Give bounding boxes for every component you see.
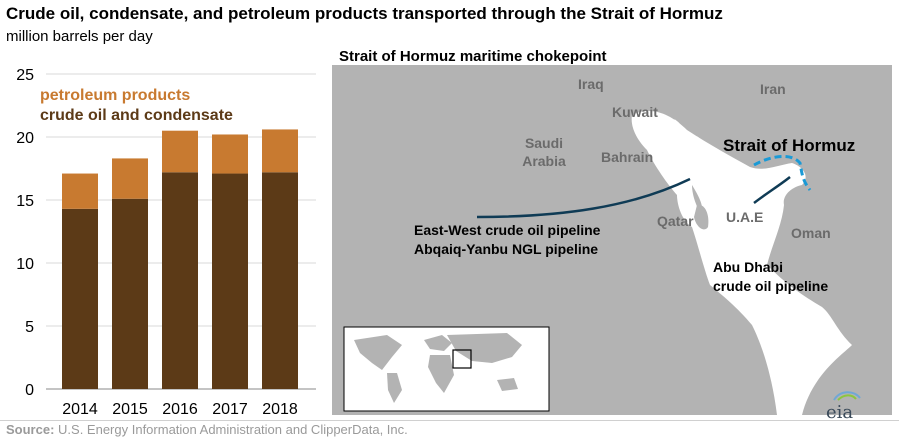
- y-tick-label: 20: [16, 130, 34, 147]
- map-title: Strait of Hormuz maritime chokepoint: [339, 48, 607, 65]
- y-tick-label: 15: [16, 193, 34, 210]
- source-text: U.S. Energy Information Administration a…: [58, 422, 408, 437]
- bar-crude: [62, 208, 98, 389]
- label-uae: U.A.E: [726, 209, 764, 225]
- bar-products: [112, 158, 148, 199]
- world-inset-map: [343, 326, 550, 412]
- bar-products: [212, 134, 248, 174]
- y-tick-label: 5: [25, 319, 34, 336]
- bar-crude: [212, 173, 248, 389]
- bar-crude: [262, 172, 298, 389]
- x-tick-label: 2015: [112, 401, 148, 418]
- label-iraq: Iraq: [578, 76, 604, 92]
- label-saudi-arabia: Saudi Arabia: [522, 135, 566, 169]
- bar-products: [262, 129, 298, 173]
- label-iran: Iran: [760, 81, 786, 97]
- bar-crude: [112, 198, 148, 389]
- source-note: Source: U.S. Energy Information Administ…: [6, 422, 408, 437]
- bar-crude: [162, 172, 198, 389]
- unit-label: million barrels per day: [6, 28, 153, 45]
- label-kuwait: Kuwait: [612, 104, 658, 120]
- legend-entry: petroleum products: [40, 87, 190, 104]
- eia-logo-text: eia: [826, 402, 853, 422]
- strait-route: [753, 155, 812, 191]
- hormuz-map: [332, 45, 892, 415]
- y-tick-label: 0: [25, 382, 34, 399]
- label-strait-of-hormuz: Strait of Hormuz: [723, 136, 856, 155]
- chart-title: Crude oil, condensate, and petroleum pro…: [6, 4, 723, 23]
- east-west-pipeline-line: [476, 177, 691, 219]
- source-divider: [0, 420, 899, 421]
- x-tick-label: 2014: [62, 401, 98, 418]
- label-abu-dhabi-line1: Abu Dhabi: [713, 259, 783, 275]
- label-abu-dhabi-pipeline: Abu Dhabi crude oil pipeline: [713, 258, 828, 296]
- label-east-west-line1: East-West crude oil pipeline: [414, 222, 601, 238]
- x-tick-label: 2017: [212, 401, 248, 418]
- y-tick-label: 25: [16, 67, 34, 84]
- legend-entry: crude oil and condensate: [40, 107, 233, 124]
- label-east-west-pipeline: East-West crude oil pipeline Abqaiq-Yanb…: [414, 221, 600, 259]
- abu-dhabi-pipeline-line: [753, 176, 791, 204]
- bar-products: [162, 130, 198, 173]
- stacked-bar-chart: 0 5 10 15 20 25 2014 2015 2016 2017 2018 petroleum …: [16, 67, 316, 418]
- label-abu-dhabi-line2: crude oil pipeline: [713, 278, 829, 294]
- x-tick-label: 2018: [262, 401, 298, 418]
- label-qatar: Qatar: [657, 213, 694, 229]
- x-tick-label: 2016: [162, 401, 198, 418]
- y-tick-label: 10: [16, 256, 34, 273]
- label-oman: Oman: [791, 225, 831, 241]
- label-east-west-line2: Abqaiq-Yanbu NGL pipeline: [414, 241, 599, 257]
- qatar-peninsula: [694, 204, 709, 230]
- persian-gulf-water: [631, 110, 852, 415]
- label-bahrain: Bahrain: [601, 149, 654, 165]
- source-prefix: Source:: [6, 422, 55, 437]
- bar-products: [62, 173, 98, 209]
- eia-logo: eia: [826, 391, 861, 422]
